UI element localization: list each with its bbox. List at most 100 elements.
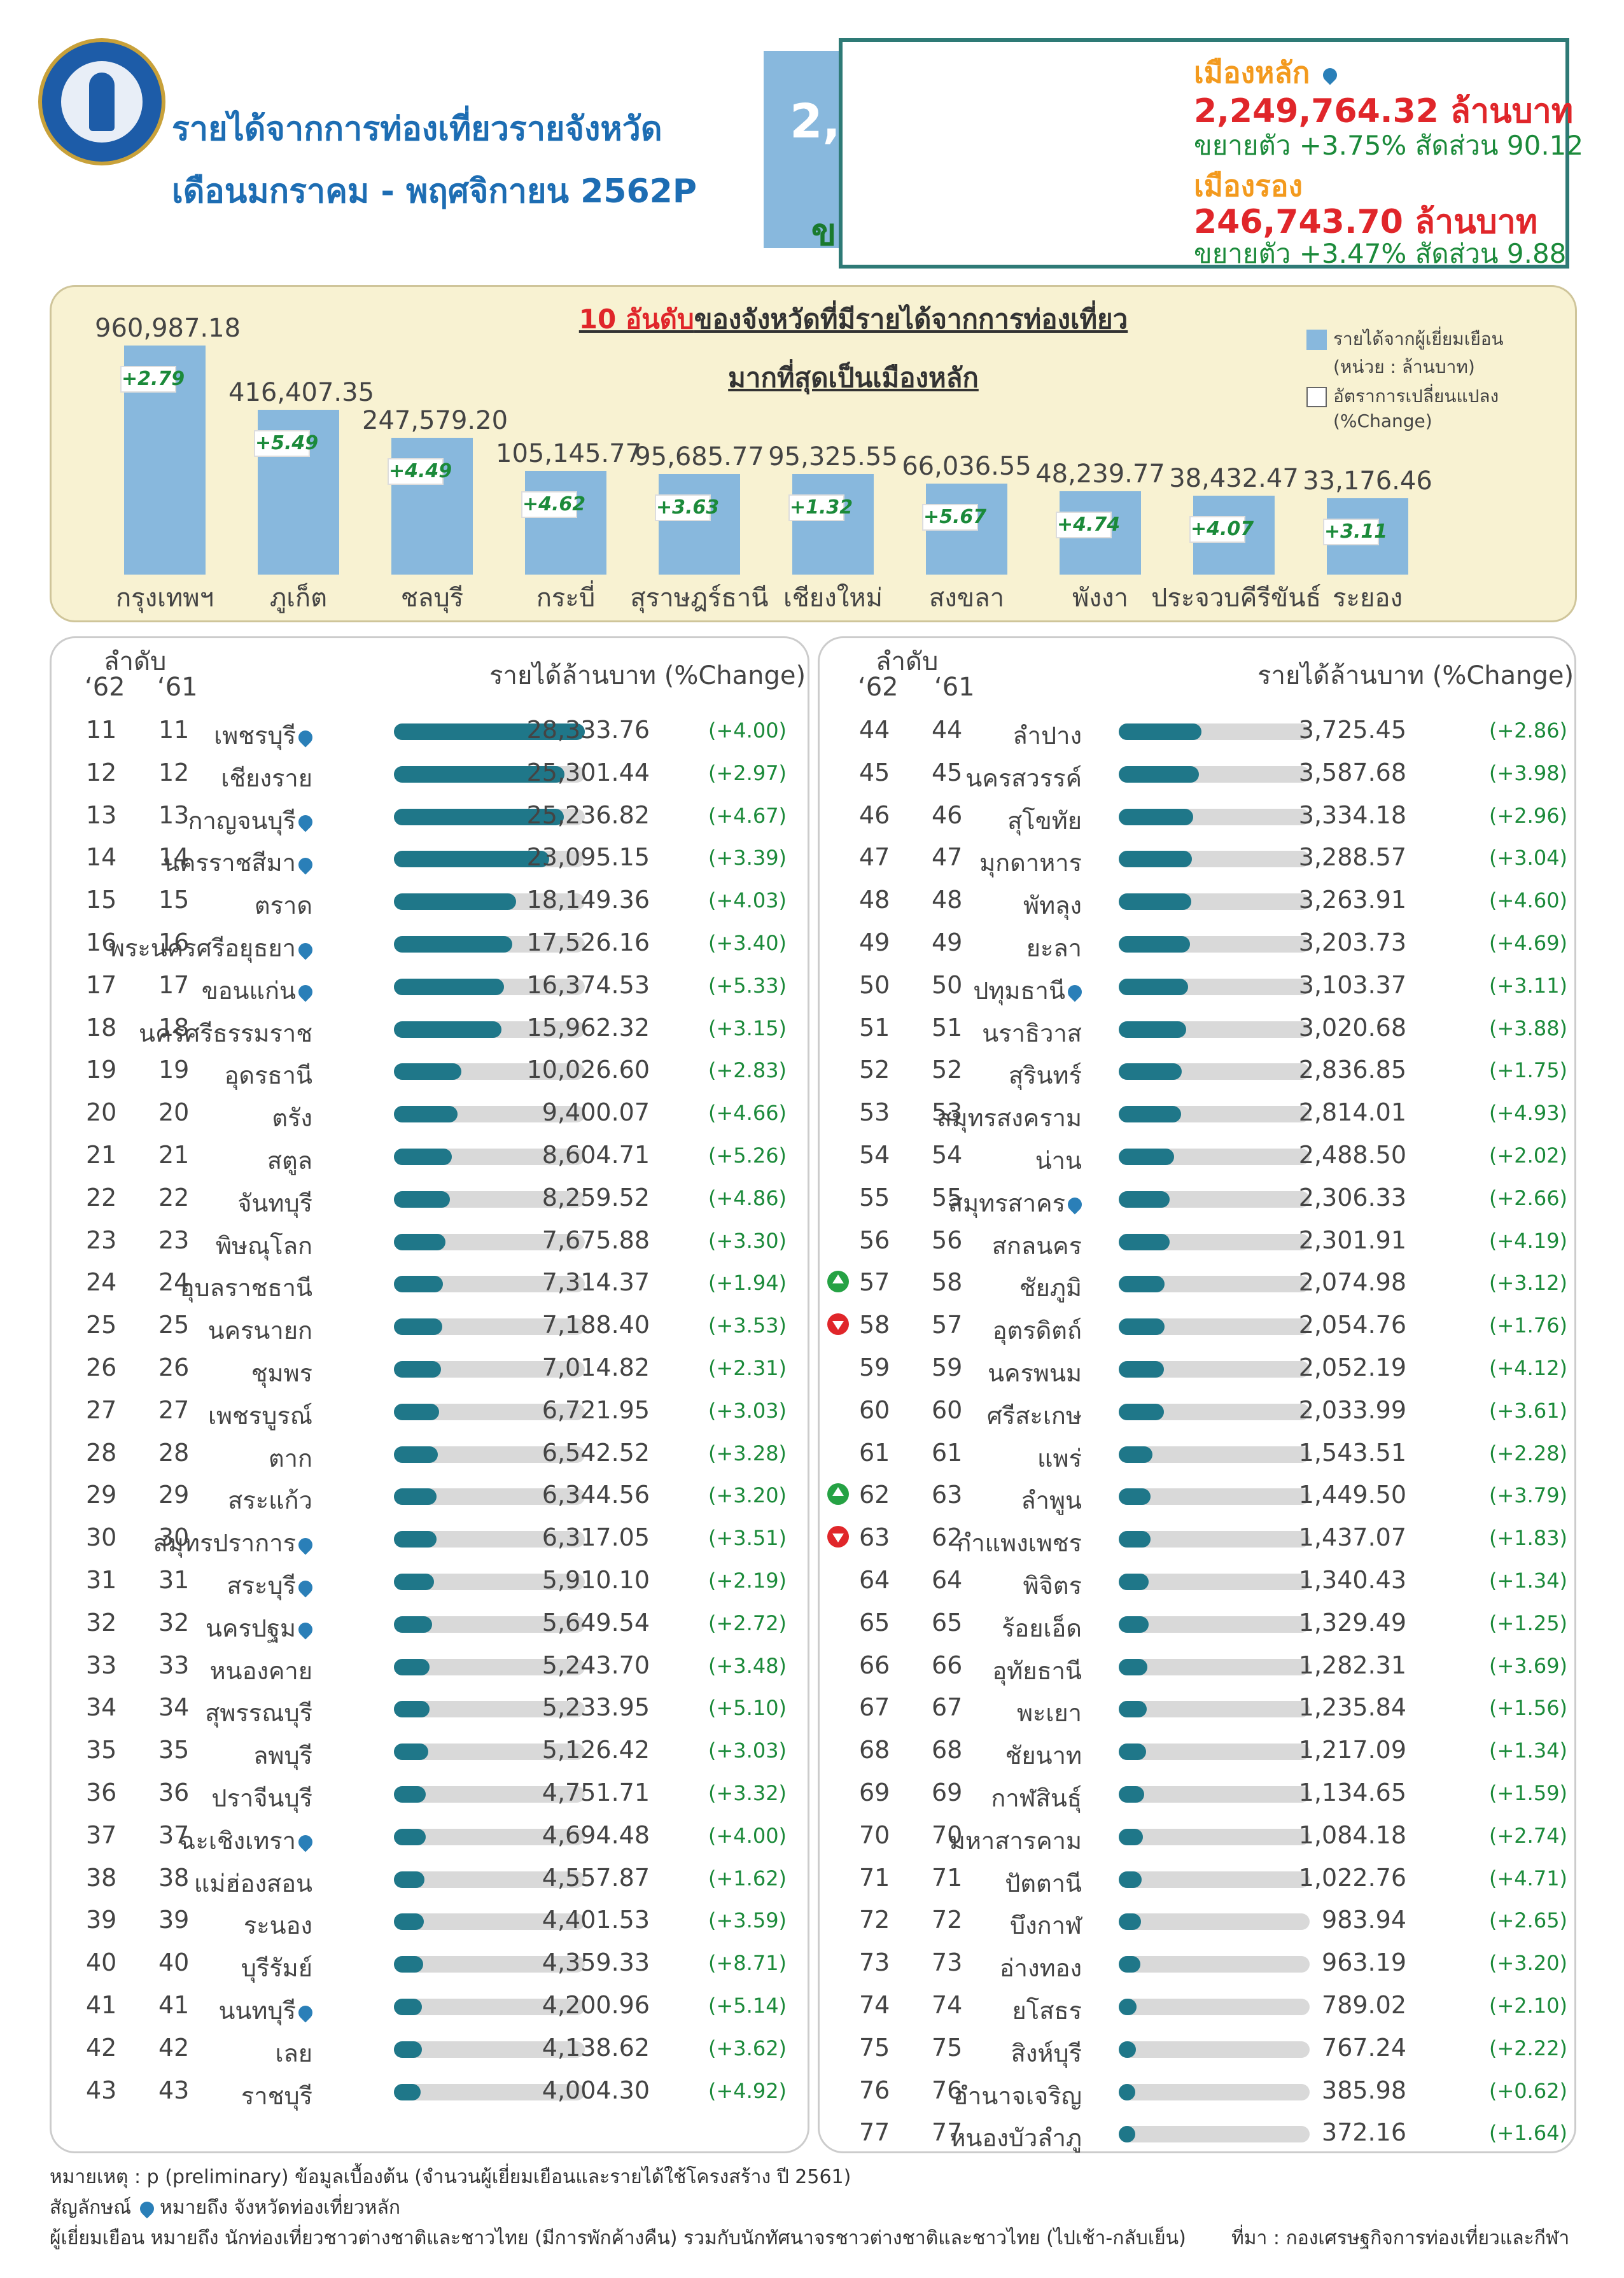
province-name: อุดรธานี bbox=[224, 1061, 312, 1090]
category-label: กระบี่ bbox=[536, 583, 596, 613]
revenue-value: 6,344.56 bbox=[542, 1481, 650, 1509]
rank-2562: 52 bbox=[859, 1056, 890, 1084]
list-item: 41 41 นนทบุรี 4,200.96 (+5.14) bbox=[52, 1985, 802, 2027]
rank-2562: 28 bbox=[86, 1438, 117, 1467]
rank-2561: 69 bbox=[932, 1778, 963, 1806]
revenue-value: 2,052.19 bbox=[1298, 1353, 1406, 1381]
province-name: มหาสารคาม bbox=[949, 1826, 1082, 1855]
pct-change: (+3.79) bbox=[1489, 1483, 1568, 1508]
rank-2561: 22 bbox=[158, 1183, 190, 1212]
col-2561: ‘61 bbox=[157, 673, 198, 702]
rank-2561: 13 bbox=[158, 800, 190, 829]
province-name: อำนาจเจริญ bbox=[953, 2081, 1082, 2110]
rank-2561: 43 bbox=[158, 2076, 190, 2104]
revenue-bar-fill bbox=[394, 1106, 458, 1123]
rank-2561: 15 bbox=[158, 886, 190, 914]
rank-2561: 66 bbox=[932, 1651, 963, 1679]
list-item: 39 39 ระนอง 4,401.53 (+3.59) bbox=[52, 1899, 802, 1941]
revenue-value: 372.16 bbox=[1322, 2118, 1406, 2147]
pct-change: (+1.76) bbox=[1489, 1313, 1568, 1338]
pct-change: (+4.60) bbox=[1489, 888, 1568, 913]
province-name: ศรีสะเกษ bbox=[986, 1401, 1082, 1430]
revenue-bar-fill bbox=[1119, 1701, 1147, 1718]
revenue-bar-track bbox=[1119, 1999, 1310, 2015]
revenue-value: 15,962.32 bbox=[526, 1013, 650, 1042]
revenue-bar-track bbox=[1119, 1956, 1310, 1973]
list-item: 15 15 ตราด 18,149.36 (+4.03) bbox=[52, 879, 802, 921]
pct-change: (+2.72) bbox=[708, 1611, 787, 1635]
rank-2562: 63 bbox=[859, 1523, 890, 1552]
rank-2562: 16 bbox=[86, 928, 117, 956]
rank-2562: 72 bbox=[859, 1906, 890, 1934]
rank-2561: 61 bbox=[932, 1438, 963, 1467]
revenue-bar-fill bbox=[394, 1616, 432, 1633]
revenue-value: 1,329.49 bbox=[1298, 1608, 1406, 1637]
province-name: ฉะเชิงเทรา bbox=[179, 1821, 316, 1860]
revenue-bar-fill bbox=[1119, 1786, 1144, 1803]
revenue-bar-track bbox=[1119, 1276, 1310, 1293]
pct-change: (+3.03) bbox=[708, 1738, 787, 1763]
legend-revenue: รายได้จากผู้เยี่ยมเยือน (หน่วย : ล้านบาท) bbox=[1306, 325, 1504, 381]
rank-2561: 38 bbox=[158, 1863, 190, 1892]
list-item: 35 35 ลพบุรี 5,126.42 (+3.03) bbox=[52, 1729, 802, 1771]
pct-change: (+1.25) bbox=[1489, 1611, 1568, 1635]
pct-change: (+3.15) bbox=[708, 1016, 787, 1040]
revenue-bar-track bbox=[1119, 2041, 1310, 2058]
rank-2561: 52 bbox=[932, 1056, 963, 1084]
province-name: กำแพงเพชร bbox=[956, 1529, 1082, 1558]
list-item: 65 65 ร้อยเอ็ด 1,329.49 (+1.25) bbox=[820, 1602, 1571, 1644]
province-name: ปทุมธานี bbox=[973, 971, 1085, 1010]
rank-2562: 23 bbox=[86, 1226, 117, 1254]
rank-2561: 71 bbox=[932, 1863, 963, 1892]
list-item: 36 36 ปราจีนบุรี 4,751.71 (+3.32) bbox=[52, 1772, 802, 1814]
list-item: 26 26 ชุมพร 7,014.82 (+2.31) bbox=[52, 1347, 802, 1389]
province-name: ลำปาง bbox=[1012, 722, 1082, 750]
pct-change: (+2.97) bbox=[708, 760, 787, 785]
list-item: 42 42 เลย 4,138.62 (+3.62) bbox=[52, 2027, 802, 2069]
province-name: นครศรีธรรมราช bbox=[139, 1019, 312, 1047]
revenue-value: 767.24 bbox=[1322, 2033, 1406, 2062]
list-item: 50 50 ปทุมธานี 3,103.37 (+3.11) bbox=[820, 965, 1571, 1007]
revenue-bar-fill bbox=[1119, 765, 1199, 783]
chart-title-line2: มากที่สุดเป็นเมืองหลัก bbox=[728, 362, 979, 393]
revenue-value: 7,188.40 bbox=[542, 1311, 650, 1339]
pct-change: (+5.14) bbox=[708, 1994, 787, 2018]
pct-change: (+3.61) bbox=[1489, 1398, 1568, 1423]
rank-2562: 44 bbox=[859, 716, 890, 744]
rank-2561: 41 bbox=[158, 1991, 190, 2019]
revenue-bar-fill bbox=[1119, 2041, 1136, 2058]
bar-value-label: 66,036.55 bbox=[902, 452, 1032, 482]
pct-change: (+3.20) bbox=[708, 1483, 787, 1508]
revenue-value: 6,317.05 bbox=[542, 1523, 650, 1552]
revenue-value: 3,725.45 bbox=[1298, 716, 1406, 744]
revenue-bar-fill bbox=[1119, 1658, 1147, 1675]
top10-chart-panel: 10 อันดับของจังหวัดที่มีรายได้จากการท่อง… bbox=[50, 285, 1577, 622]
list-item: 72 72 บึงกาฬ 983.94 (+2.65) bbox=[820, 1899, 1571, 1941]
revenue-bar-fill bbox=[1119, 893, 1191, 911]
revenue-bar-fill bbox=[1119, 1318, 1165, 1336]
pct-change: (+2.86) bbox=[1489, 718, 1568, 743]
pct-change: (+4.19) bbox=[1489, 1228, 1568, 1253]
rank-2562: 60 bbox=[859, 1395, 890, 1424]
rank-2561: 27 bbox=[158, 1395, 190, 1424]
pct-change: (+3.12) bbox=[1489, 1271, 1568, 1296]
revenue-bar-fill bbox=[1119, 723, 1201, 740]
rank-2561: 31 bbox=[158, 1566, 190, 1594]
location-pin-icon bbox=[1065, 1194, 1085, 1215]
revenue-bar-track bbox=[1119, 1743, 1310, 1761]
revenue-bar-track bbox=[1119, 1701, 1310, 1718]
province-name: เพชรบุรี bbox=[214, 716, 316, 755]
revenue-bar-fill bbox=[394, 1063, 461, 1080]
rank-2562: 54 bbox=[859, 1141, 890, 1169]
pct-change: (+5.10) bbox=[708, 1696, 787, 1721]
province-name: ชัยนาท bbox=[1005, 1742, 1082, 1770]
location-pin-icon bbox=[295, 1619, 316, 1640]
pct-change: (+4.92) bbox=[708, 2078, 787, 2103]
pct-change: (+2.28) bbox=[1489, 1441, 1568, 1465]
rank-2561: 39 bbox=[158, 1906, 190, 1934]
rank-2562: 65 bbox=[859, 1608, 890, 1637]
revenue-bar-track bbox=[394, 1531, 585, 1548]
revenue-value: 963.19 bbox=[1322, 1948, 1406, 1977]
pct-change: (+3.98) bbox=[1489, 760, 1568, 785]
rank-2562: 41 bbox=[86, 1991, 117, 2019]
